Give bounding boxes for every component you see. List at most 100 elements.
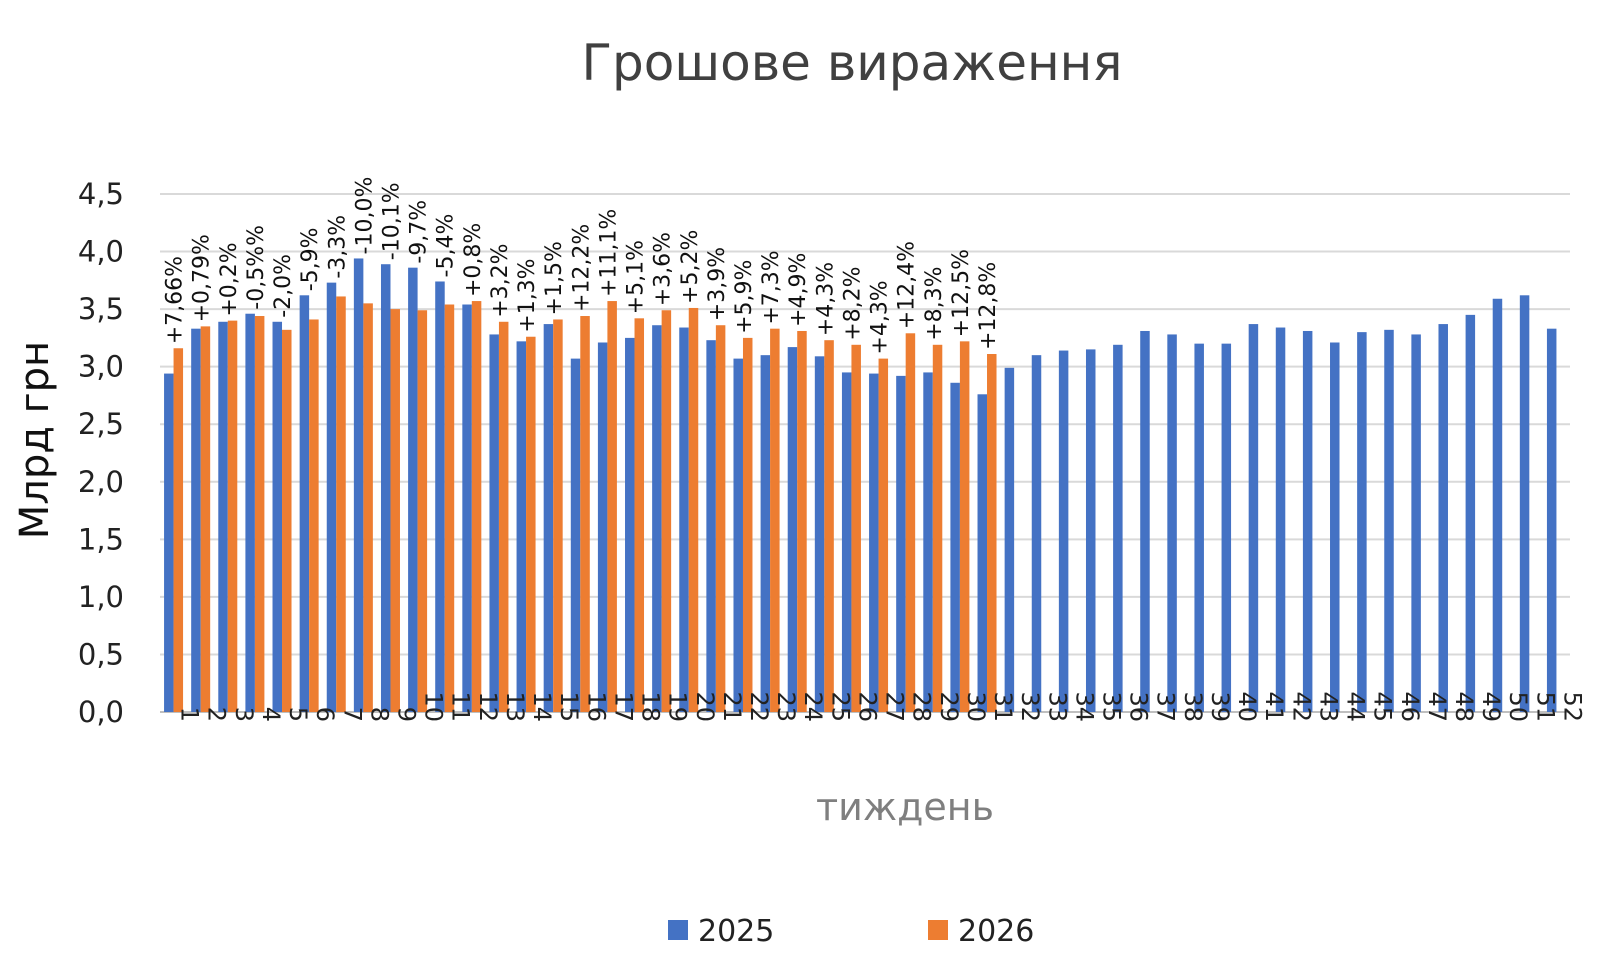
data-label: +5,9% xyxy=(732,260,757,334)
data-label: +4,3% xyxy=(868,280,893,354)
bar-2026-week-4 xyxy=(254,316,265,712)
bar-2026-week-29 xyxy=(932,344,943,712)
bar-2025-week-26 xyxy=(841,372,852,712)
data-label: +0,8% xyxy=(461,223,486,297)
x-tick-label: 38 xyxy=(1179,691,1207,722)
bar-2026-week-22 xyxy=(742,337,753,712)
bar-2025-week-27 xyxy=(869,373,879,712)
bar-2026-week-8 xyxy=(363,303,373,712)
data-label: +1,5% xyxy=(542,241,567,315)
x-tick-label: 52 xyxy=(1558,691,1586,722)
data-label: -3,3% xyxy=(325,215,350,279)
data-label: -10,0% xyxy=(352,177,377,255)
bar-2025-week-10 xyxy=(408,267,418,712)
bar-2026-week-31 xyxy=(987,354,997,712)
bar-2025-week-6 xyxy=(299,295,310,712)
x-tick-label: 14 xyxy=(528,691,556,722)
x-tick-label: 31 xyxy=(989,691,1017,722)
bar-2026-week-15 xyxy=(553,319,563,712)
bars xyxy=(164,258,1557,712)
x-tick-label: 51 xyxy=(1531,691,1559,722)
data-label: +7,3% xyxy=(759,250,784,324)
bar-2025-week-30 xyxy=(950,382,960,712)
x-tick-label: 22 xyxy=(745,691,773,722)
x-tick-label: 46 xyxy=(1396,691,1424,722)
bar-2026-week-16 xyxy=(580,316,590,712)
legend-swatch-2026 xyxy=(928,920,948,940)
x-tick-label: 16 xyxy=(582,691,610,722)
data-label: +12,4% xyxy=(895,241,920,329)
x-tick-label: 12 xyxy=(474,691,502,722)
bar-2025-week-40 xyxy=(1221,343,1232,712)
data-label: +4,3% xyxy=(813,262,838,336)
x-tick-label: 36 xyxy=(1125,691,1153,722)
x-tick-label: 39 xyxy=(1206,691,1234,722)
bar-2025-week-36 xyxy=(1113,344,1123,712)
bar-2026-week-20 xyxy=(688,307,699,712)
x-tick-label: 30 xyxy=(962,691,990,722)
legend: 2025 2026 xyxy=(668,914,1034,949)
bar-2025-week-17 xyxy=(597,342,608,712)
data-label: +0,2% xyxy=(217,242,242,316)
y-axis-label: Млрд грн xyxy=(12,341,58,539)
x-tick-label: 41 xyxy=(1260,691,1288,722)
x-tick-label: 13 xyxy=(501,691,529,722)
legend-swatch-2025 xyxy=(668,920,688,940)
bar-2025-week-31 xyxy=(977,394,988,712)
x-tick-label: 37 xyxy=(1152,691,1180,722)
bar-2026-week-12 xyxy=(471,301,482,712)
bar-2025-week-37 xyxy=(1140,330,1150,712)
legend-label-2025: 2025 xyxy=(698,914,774,949)
bar-2026-week-13 xyxy=(498,321,509,712)
bar-2025-week-1 xyxy=(164,373,174,712)
y-tick-label: 4,0 xyxy=(78,235,124,269)
x-tick-label: 44 xyxy=(1342,691,1370,722)
bar-2025-week-11 xyxy=(435,281,445,712)
x-tick-label: 17 xyxy=(609,691,637,722)
bar-2026-week-27 xyxy=(878,358,889,712)
x-tick-label: 4 xyxy=(257,707,285,722)
data-label: +3,9% xyxy=(705,247,730,321)
data-label: +5,2% xyxy=(678,230,703,304)
bar-2025-week-52 xyxy=(1546,328,1557,712)
bar-2025-week-20 xyxy=(679,327,689,712)
bar-2026-week-11 xyxy=(444,304,455,712)
x-tick-label: 10 xyxy=(420,691,448,722)
bar-2025-week-23 xyxy=(760,355,771,712)
data-label: +8,2% xyxy=(840,266,865,340)
bar-2026-week-1 xyxy=(173,348,184,712)
bar-2026-week-10 xyxy=(417,310,428,712)
x-tick-label: 20 xyxy=(691,691,719,722)
bar-2026-week-28 xyxy=(905,333,916,712)
y-tick-label: 3,0 xyxy=(78,350,124,384)
x-tick-label: 18 xyxy=(637,691,665,722)
bar-2025-week-28 xyxy=(896,375,906,712)
bar-2026-week-17 xyxy=(607,301,617,712)
data-label: +12,2% xyxy=(569,224,594,312)
bar-2025-week-18 xyxy=(625,337,635,712)
bar-2026-week-23 xyxy=(770,328,780,712)
x-tick-label: 8 xyxy=(365,707,393,722)
x-tick-label: 49 xyxy=(1477,691,1505,722)
bar-2025-week-5 xyxy=(272,321,283,712)
y-tick-label: 0,5 xyxy=(78,637,124,671)
data-label: +7,66% xyxy=(163,256,188,344)
y-tick-label: 2,5 xyxy=(78,407,124,441)
bar-2025-week-22 xyxy=(733,358,743,712)
bar-2025-week-12 xyxy=(462,304,472,712)
bar-2025-week-24 xyxy=(787,347,798,712)
bar-2026-week-9 xyxy=(390,309,400,712)
y-tick-label: 2,0 xyxy=(78,465,124,499)
bar-2025-week-25 xyxy=(814,356,825,712)
bar-2025-week-49 xyxy=(1465,314,1476,712)
x-tick-label: 48 xyxy=(1450,691,1478,722)
x-tick-label: 28 xyxy=(908,691,936,722)
bar-2025-week-21 xyxy=(706,340,716,712)
x-tick-label: 32 xyxy=(1016,691,1044,722)
bar-2025-week-19 xyxy=(652,325,662,712)
bar-2026-week-21 xyxy=(715,325,726,712)
x-tick-label: 3 xyxy=(230,707,258,722)
bar-2026-week-6 xyxy=(309,319,319,712)
data-label: +3,2% xyxy=(488,243,513,317)
